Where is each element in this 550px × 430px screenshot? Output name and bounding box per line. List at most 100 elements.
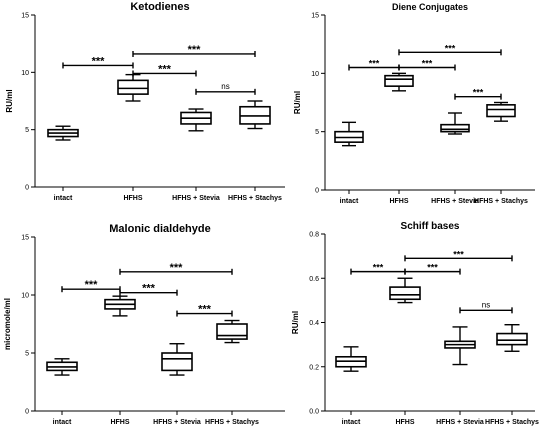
significance-label: ns (482, 300, 490, 309)
significance-bracket-2: *** (132, 44, 256, 57)
x-tick-label: HFHS (110, 419, 129, 426)
x-tick-label: HFHS + Stachys (485, 419, 539, 426)
x-tick-label: intact (54, 195, 73, 202)
box-3 (180, 108, 212, 132)
box-1 (335, 346, 367, 372)
box-2 (117, 73, 149, 102)
x-tick-label: HFHS + Stachys (474, 198, 528, 205)
significance-bracket-2: *** (398, 43, 502, 56)
significance-label: *** (453, 249, 464, 259)
significance-label: ns (221, 82, 229, 91)
significance-label: *** (92, 55, 106, 67)
significance-label: *** (198, 304, 212, 316)
box-1 (47, 125, 79, 141)
iqr-box (161, 352, 193, 372)
y-tick-label: 0 (25, 185, 29, 192)
box-4 (239, 100, 271, 130)
significance-label: *** (422, 59, 433, 69)
chart-panel-3: Malonic dialdehyde micromole/ml 0 5 10 15 inta… (3, 223, 285, 426)
chart-panel-2: Diene Conjugates RU/ml 0 5 10 15 intact HFHS HFH… (293, 2, 535, 205)
box-4 (216, 319, 248, 344)
significance-label: *** (427, 263, 438, 273)
x-tick-label: HFHS (389, 198, 408, 205)
iqr-box (486, 104, 516, 118)
y-tick-label: 0.8 (309, 232, 319, 239)
y-tick-label: 0.6 (309, 276, 319, 283)
iqr-box (384, 74, 414, 87)
significance-bracket-3: *** (132, 63, 197, 77)
significance-bracket-4: ns (459, 300, 513, 314)
x-tick-label: HFHS + Stevia (153, 419, 201, 426)
significance-bracket-3: *** (119, 283, 178, 296)
x-tick-label: intact (53, 419, 72, 426)
significance-bracket-4: ns (195, 82, 256, 95)
y-tick-label: 0.4 (309, 320, 319, 327)
significance-bracket-1: *** (350, 263, 406, 275)
x-tick-label: intact (342, 419, 361, 426)
significance-label: *** (142, 283, 156, 295)
significance-bracket-4: *** (176, 304, 233, 317)
significance-bracket-1: *** (61, 279, 121, 293)
x-tick-label: HFHS + Stachys (228, 195, 282, 202)
iqr-box (440, 123, 470, 133)
box-1 (334, 121, 364, 147)
iqr-box (216, 323, 248, 340)
y-tick-label: 0 (25, 409, 29, 416)
y-tick-label: 0 (315, 188, 319, 195)
y-tick-label: 10 (21, 293, 29, 300)
box-4 (496, 324, 528, 352)
significance-bracket-3: *** (398, 59, 456, 71)
y-tick-label: 10 (311, 71, 319, 78)
box-1 (46, 358, 78, 376)
chart-title: Malonic dialdehyde (109, 223, 210, 235)
box-2 (389, 277, 421, 304)
box-2 (384, 72, 414, 92)
chart-title: Ketodienes (130, 1, 189, 13)
x-tick-label: HFHS + Stevia (436, 419, 484, 426)
significance-bracket-2: *** (119, 262, 233, 275)
box-2 (104, 295, 136, 317)
y-tick-label: 15 (21, 235, 29, 242)
y-tick-label: 5 (25, 127, 29, 134)
iqr-box (496, 332, 528, 346)
y-axis-label: RU/ml (293, 91, 302, 114)
box-3 (444, 326, 476, 366)
significance-label: *** (188, 44, 202, 56)
box-4 (486, 101, 516, 122)
significance-bracket-2: *** (404, 249, 513, 262)
x-tick-label: HFHS (395, 419, 414, 426)
y-tick-label: 0.0 (309, 409, 319, 416)
y-tick-label: 5 (315, 129, 319, 136)
x-tick-label: HFHS + Stevia (431, 198, 479, 205)
significance-bracket-1: *** (62, 55, 134, 69)
y-tick-label: 5 (25, 351, 29, 358)
y-tick-label: 15 (311, 13, 319, 20)
significance-label: *** (445, 43, 456, 53)
box-3 (440, 112, 470, 135)
chart-title: Diene Conjugates (392, 2, 468, 12)
y-axis-label: RU/ml (5, 89, 14, 112)
significance-bracket-1: *** (348, 59, 400, 71)
iqr-box (117, 79, 149, 95)
y-tick-label: 0.2 (309, 364, 319, 371)
significance-label: *** (369, 59, 380, 69)
significance-label: *** (473, 88, 484, 98)
y-tick-label: 15 (21, 13, 29, 20)
significance-label: *** (170, 262, 184, 274)
significance-label: *** (158, 63, 172, 75)
y-tick-label: 10 (21, 70, 29, 77)
x-tick-label: HFHS (123, 195, 142, 202)
x-tick-label: intact (340, 198, 359, 205)
significance-label: *** (85, 279, 99, 291)
chart-panel-1: Ketodienes RU/ml 0 5 10 15 intact HFHS HFHS + St… (5, 1, 285, 202)
y-axis-label: micromole/ml (3, 298, 12, 350)
iqr-box (389, 286, 421, 301)
x-tick-label: HFHS + Stevia (172, 195, 220, 202)
y-axis-label: RU/ml (291, 311, 300, 334)
chart-title: Schiff bases (401, 221, 460, 232)
x-tick-label: HFHS + Stachys (205, 419, 259, 426)
significance-bracket-4: *** (454, 88, 502, 100)
significance-label: *** (373, 263, 384, 273)
box-3 (161, 343, 193, 376)
